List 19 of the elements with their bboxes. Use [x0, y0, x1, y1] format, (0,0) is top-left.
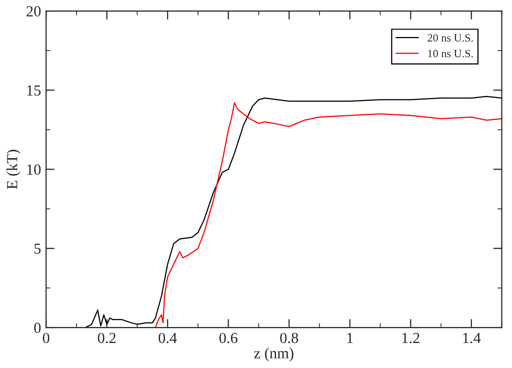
- x-tick-label: 1.2: [402, 332, 420, 344]
- y-tick-label: 0: [34, 322, 41, 333]
- x-tick-label: 0.2: [98, 332, 116, 344]
- y-axis-title: E (kT): [6, 150, 20, 189]
- x-tick-label: 0: [42, 332, 50, 344]
- x-tick-label: 1.4: [463, 332, 481, 344]
- line-series: [85, 96, 502, 328]
- x-tick-label: 0.6: [219, 332, 238, 344]
- legend-label: 10 ns U.S.: [428, 50, 473, 58]
- x-tick-label: 0.8: [280, 332, 298, 344]
- y-tick-label: 10: [27, 164, 41, 175]
- y-tick-label: 5: [34, 244, 41, 254]
- x-tick-label: 1: [347, 332, 353, 343]
- line-series: [154, 102, 502, 328]
- legend-label: 20 ns U.S.: [428, 34, 473, 42]
- y-tick-label: 20: [26, 6, 41, 16]
- x-tick-label: 0.4: [158, 332, 177, 344]
- x-axis-title: z (nm): [254, 348, 294, 362]
- y-tick-label: 15: [27, 85, 41, 96]
